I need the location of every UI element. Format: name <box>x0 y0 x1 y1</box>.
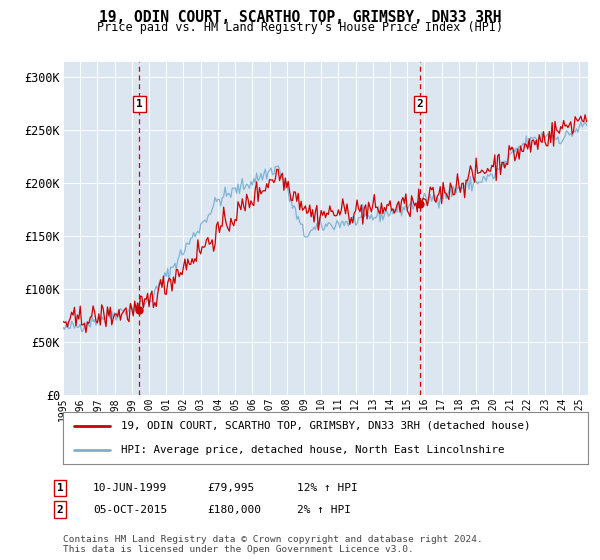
Text: 19, ODIN COURT, SCARTHO TOP, GRIMSBY, DN33 3RH (detached house): 19, ODIN COURT, SCARTHO TOP, GRIMSBY, DN… <box>121 421 530 431</box>
Text: 1: 1 <box>56 483 64 493</box>
Text: £180,000: £180,000 <box>207 505 261 515</box>
Text: 2: 2 <box>56 505 64 515</box>
Text: HPI: Average price, detached house, North East Lincolnshire: HPI: Average price, detached house, Nort… <box>121 445 504 455</box>
Text: Price paid vs. HM Land Registry's House Price Index (HPI): Price paid vs. HM Land Registry's House … <box>97 21 503 34</box>
Text: 2% ↑ HPI: 2% ↑ HPI <box>297 505 351 515</box>
Text: Contains HM Land Registry data © Crown copyright and database right 2024.
This d: Contains HM Land Registry data © Crown c… <box>63 535 483 554</box>
Text: 19, ODIN COURT, SCARTHO TOP, GRIMSBY, DN33 3RH: 19, ODIN COURT, SCARTHO TOP, GRIMSBY, DN… <box>99 10 501 25</box>
Text: 2: 2 <box>417 99 424 109</box>
Text: 05-OCT-2015: 05-OCT-2015 <box>93 505 167 515</box>
Text: 1: 1 <box>136 99 143 109</box>
Text: £79,995: £79,995 <box>207 483 254 493</box>
Text: 10-JUN-1999: 10-JUN-1999 <box>93 483 167 493</box>
Text: 12% ↑ HPI: 12% ↑ HPI <box>297 483 358 493</box>
